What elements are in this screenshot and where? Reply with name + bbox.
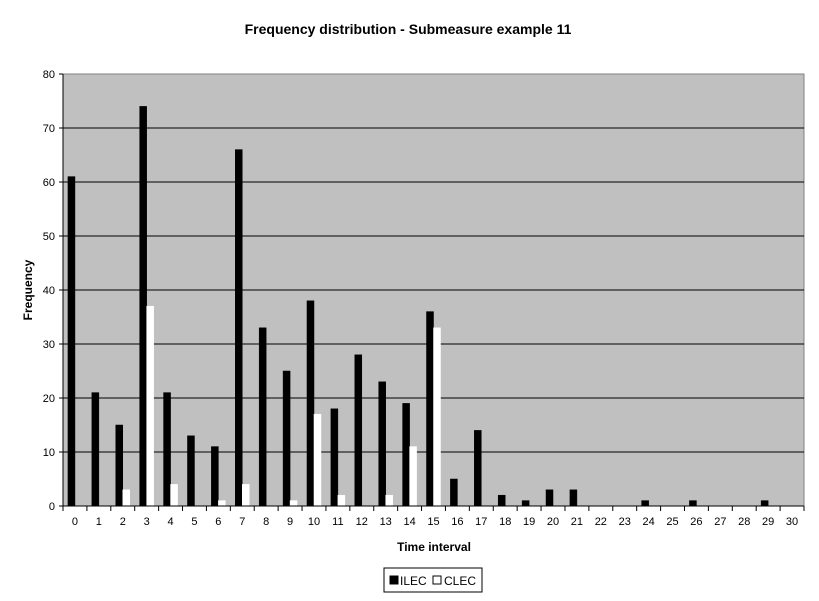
x-tick-label: 10 [308, 516, 320, 528]
x-tick-label: 4 [168, 516, 174, 528]
legend-swatch-clec [432, 575, 442, 585]
bar-ilec [306, 300, 315, 507]
x-tick-label: 17 [475, 516, 487, 528]
y-tick-label: 30 [43, 339, 55, 351]
legend-swatch-ilec [389, 575, 399, 585]
x-tick-label: 8 [263, 516, 269, 528]
bar-ilec [426, 311, 434, 507]
bar-ilec [641, 500, 649, 507]
y-tick-label: 10 [43, 447, 55, 459]
bar-ilec [354, 354, 363, 507]
legend: ILEC CLEC [383, 567, 483, 593]
x-tick-label: 16 [451, 516, 463, 528]
bar-ilec [235, 149, 243, 507]
x-tick-label: 19 [523, 516, 535, 528]
bar-ilec [497, 494, 506, 507]
y-tick-label: 80 [43, 69, 55, 81]
y-tick-label: 20 [43, 393, 55, 405]
bar-ilec [378, 381, 386, 507]
bar-ilec [139, 106, 147, 507]
x-tick-label: 25 [666, 516, 678, 528]
x-tick-label: 12 [356, 516, 368, 528]
y-tick-label: 60 [43, 177, 55, 189]
bar-clec [409, 446, 417, 507]
x-tick-label: 20 [547, 516, 559, 528]
x-tick-labels: 0 1 2 3 4 5 6 7 8 9 10 11 12 13 14 15 16 17 18 19 20 21 22 23 24… [72, 516, 798, 528]
bar-ilec [521, 500, 530, 507]
x-tick-label: 22 [595, 516, 607, 528]
x-tick-label: 24 [643, 516, 655, 528]
chart-title: Frequency distribution - Submeasure exam… [245, 21, 572, 37]
bar-ilec [569, 489, 578, 507]
bar-clec [146, 305, 154, 507]
x-tick-label: 30 [786, 516, 798, 528]
axes [59, 73, 805, 511]
bars [67, 106, 769, 507]
x-tick-label: 23 [619, 516, 631, 528]
x-tick-label: 9 [287, 516, 293, 528]
x-tick-label: 14 [403, 516, 415, 528]
bar-ilec [330, 408, 339, 507]
bar-ilec [474, 430, 482, 507]
y-tick-label: 0 [49, 501, 55, 513]
bar-ilec [282, 370, 291, 507]
bar-clec [218, 500, 226, 507]
bar-ilec [187, 435, 195, 507]
y-axis-title: Frequency [21, 259, 35, 320]
x-tick-label: 3 [144, 516, 150, 528]
bar-clec [337, 494, 346, 507]
x-tick-label: 6 [215, 516, 221, 528]
bar-ilec [689, 500, 697, 507]
x-tick-label: 28 [738, 516, 750, 528]
bar-ilec [115, 424, 124, 507]
legend-label-clec: CLEC [444, 574, 476, 588]
x-tick-label: 15 [427, 516, 439, 528]
bar-clec [242, 484, 250, 507]
bar-clec [289, 500, 298, 507]
bar-clec [170, 484, 178, 507]
x-tick-label: 21 [571, 516, 583, 528]
bar-ilec [760, 500, 769, 507]
bar-ilec [211, 446, 219, 507]
bar-clec [433, 327, 441, 507]
x-tick-label: 11 [332, 516, 343, 528]
bar-clec [122, 489, 131, 507]
y-tick-label: 70 [43, 123, 55, 135]
legend-label-ilec: ILEC [400, 574, 427, 588]
x-tick-label: 29 [762, 516, 774, 528]
y-tick-label: 40 [43, 285, 55, 297]
bar-ilec [402, 403, 410, 507]
bar-ilec [450, 478, 458, 507]
bar-clec [385, 494, 393, 507]
bar-ilec [67, 176, 76, 507]
bar-ilec [258, 327, 267, 507]
bar-ilec [91, 392, 100, 507]
x-tick-label: 26 [690, 516, 702, 528]
bar-ilec [545, 489, 554, 507]
bar-ilec [163, 392, 171, 507]
x-tick-label: 13 [380, 516, 392, 528]
x-tick-label: 27 [714, 516, 726, 528]
x-tick-label: 7 [239, 516, 245, 528]
x-tick-label: 2 [120, 516, 126, 528]
bar-clec [313, 413, 322, 507]
y-tick-labels: 0 10 20 30 40 50 60 70 80 [43, 69, 55, 513]
x-tick-label: 5 [191, 516, 197, 528]
x-tick-label: 18 [499, 516, 511, 528]
y-tick-label: 50 [43, 231, 55, 243]
x-axis-title: Time interval [397, 540, 471, 554]
x-tick-label: 0 [72, 516, 78, 528]
x-tick-label: 1 [96, 516, 102, 528]
